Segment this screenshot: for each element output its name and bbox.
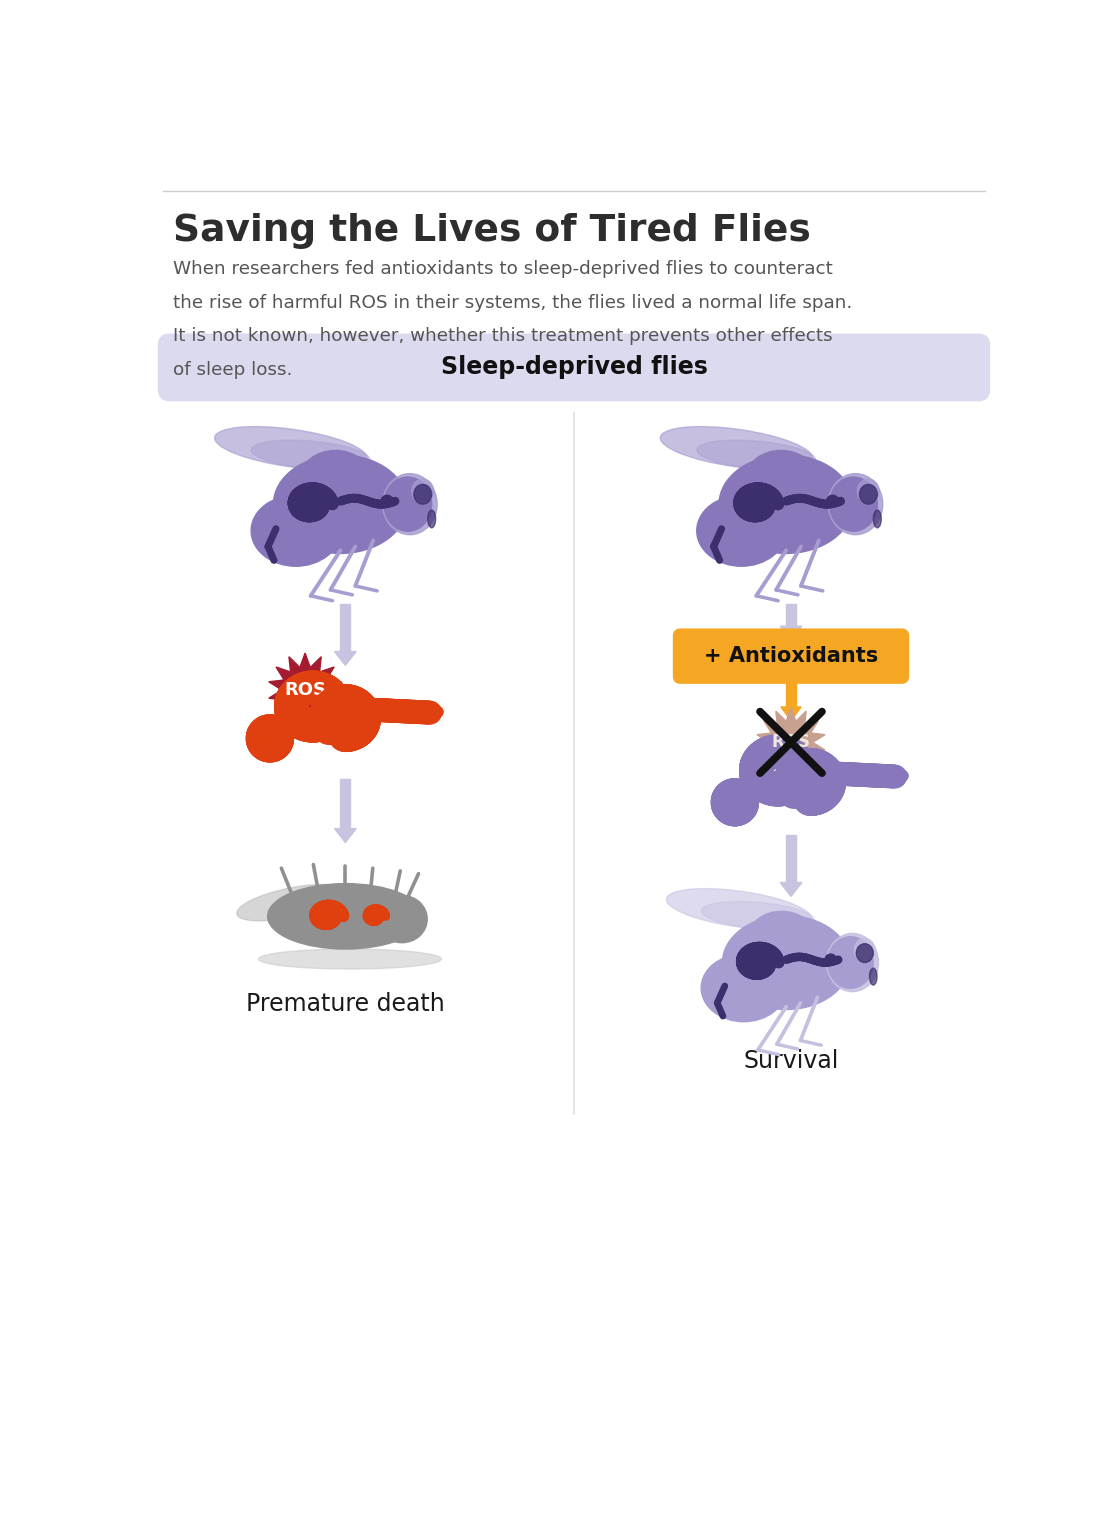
Text: ROS: ROS xyxy=(772,733,811,752)
Circle shape xyxy=(381,495,393,507)
Ellipse shape xyxy=(746,451,815,504)
Ellipse shape xyxy=(428,706,444,718)
Circle shape xyxy=(827,495,839,507)
Ellipse shape xyxy=(332,894,413,921)
Text: + Antioxidants: + Antioxidants xyxy=(703,646,878,666)
Polygon shape xyxy=(335,651,356,665)
Ellipse shape xyxy=(383,474,437,535)
Ellipse shape xyxy=(215,426,367,469)
Polygon shape xyxy=(786,604,796,626)
Text: the rise of harmful ROS in their systems, the flies lived a normal life span.: the rise of harmful ROS in their systems… xyxy=(172,293,852,312)
Ellipse shape xyxy=(697,440,815,469)
Text: Survival: Survival xyxy=(744,1050,839,1073)
Polygon shape xyxy=(757,707,825,778)
Ellipse shape xyxy=(384,477,431,532)
Ellipse shape xyxy=(301,451,371,504)
Text: It is not known, however, whether this treatment prevents other effects: It is not known, however, whether this t… xyxy=(172,327,832,345)
Ellipse shape xyxy=(377,895,427,943)
Ellipse shape xyxy=(719,455,853,553)
Ellipse shape xyxy=(858,478,879,504)
Ellipse shape xyxy=(251,440,370,469)
Ellipse shape xyxy=(869,969,877,986)
Text: When researchers fed antioxidants to sleep-deprived flies to counteract: When researchers fed antioxidants to sle… xyxy=(172,260,832,278)
Polygon shape xyxy=(269,652,342,727)
FancyBboxPatch shape xyxy=(673,628,909,685)
Ellipse shape xyxy=(859,484,877,504)
Text: ROS: ROS xyxy=(284,681,326,698)
Ellipse shape xyxy=(701,902,814,929)
Text: Saving the Lives of Tired Flies: Saving the Lives of Tired Flies xyxy=(172,212,810,249)
Ellipse shape xyxy=(262,744,271,756)
Ellipse shape xyxy=(855,938,875,963)
Ellipse shape xyxy=(828,474,883,535)
Ellipse shape xyxy=(236,885,344,921)
Polygon shape xyxy=(781,883,802,897)
Ellipse shape xyxy=(893,770,908,782)
Ellipse shape xyxy=(413,484,431,504)
Ellipse shape xyxy=(251,495,340,567)
Ellipse shape xyxy=(412,478,433,504)
Ellipse shape xyxy=(428,510,436,527)
Polygon shape xyxy=(340,779,351,828)
Ellipse shape xyxy=(273,455,408,553)
Ellipse shape xyxy=(701,953,786,1022)
Ellipse shape xyxy=(259,949,441,969)
Ellipse shape xyxy=(748,911,814,963)
Polygon shape xyxy=(340,604,351,651)
Polygon shape xyxy=(786,834,796,883)
Text: Sleep-deprived flies: Sleep-deprived flies xyxy=(440,356,708,379)
Polygon shape xyxy=(335,828,356,842)
Ellipse shape xyxy=(268,883,423,949)
Ellipse shape xyxy=(827,934,878,992)
Text: Premature death: Premature death xyxy=(246,992,445,1016)
Ellipse shape xyxy=(666,889,812,929)
Polygon shape xyxy=(786,677,795,707)
Polygon shape xyxy=(781,707,801,721)
Ellipse shape xyxy=(697,495,786,567)
Circle shape xyxy=(825,953,837,966)
Ellipse shape xyxy=(874,510,881,527)
Ellipse shape xyxy=(722,915,850,1010)
FancyBboxPatch shape xyxy=(158,333,990,402)
Polygon shape xyxy=(781,626,802,640)
Ellipse shape xyxy=(828,937,874,989)
Ellipse shape xyxy=(661,426,813,469)
Text: of sleep loss.: of sleep loss. xyxy=(172,361,292,379)
Ellipse shape xyxy=(727,808,736,821)
Ellipse shape xyxy=(856,944,874,963)
Ellipse shape xyxy=(830,477,877,532)
